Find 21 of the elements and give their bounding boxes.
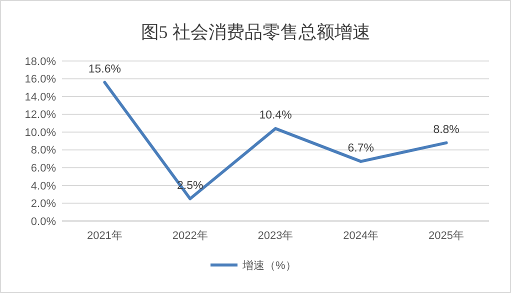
data-label: 10.4%	[259, 110, 292, 122]
data-label: 6.7%	[348, 142, 374, 154]
y-tick-label: 4.0%	[30, 180, 56, 192]
y-tick-label: 12.0%	[24, 109, 56, 122]
y-tick-label: 16.0%	[24, 74, 56, 86]
x-tick-label: 2022年	[172, 230, 208, 242]
legend-label: 增速（%）	[242, 258, 296, 272]
data-label: 15.6%	[88, 63, 122, 76]
data-label: 8.8%	[433, 124, 460, 136]
y-tick-label: 2.0%	[30, 198, 56, 210]
x-tick-label: 2024年	[343, 230, 379, 242]
x-tick-label: 2023年	[258, 230, 294, 242]
x-tick-label: 2021年	[86, 230, 122, 242]
y-tick-label: 8.0%	[30, 144, 56, 157]
y-tick-label: 18.0%	[24, 56, 56, 68]
y-tick-label: 10.0%	[24, 126, 56, 139]
x-tick-label: 2025年	[428, 230, 464, 242]
y-tick-label: 6.0%	[30, 162, 56, 175]
y-tick-label: 14.0%	[24, 91, 56, 104]
y-tick-label: 0.0%	[30, 216, 56, 228]
chart-title: 图5 社会消费品零售总额增速	[140, 22, 370, 42]
